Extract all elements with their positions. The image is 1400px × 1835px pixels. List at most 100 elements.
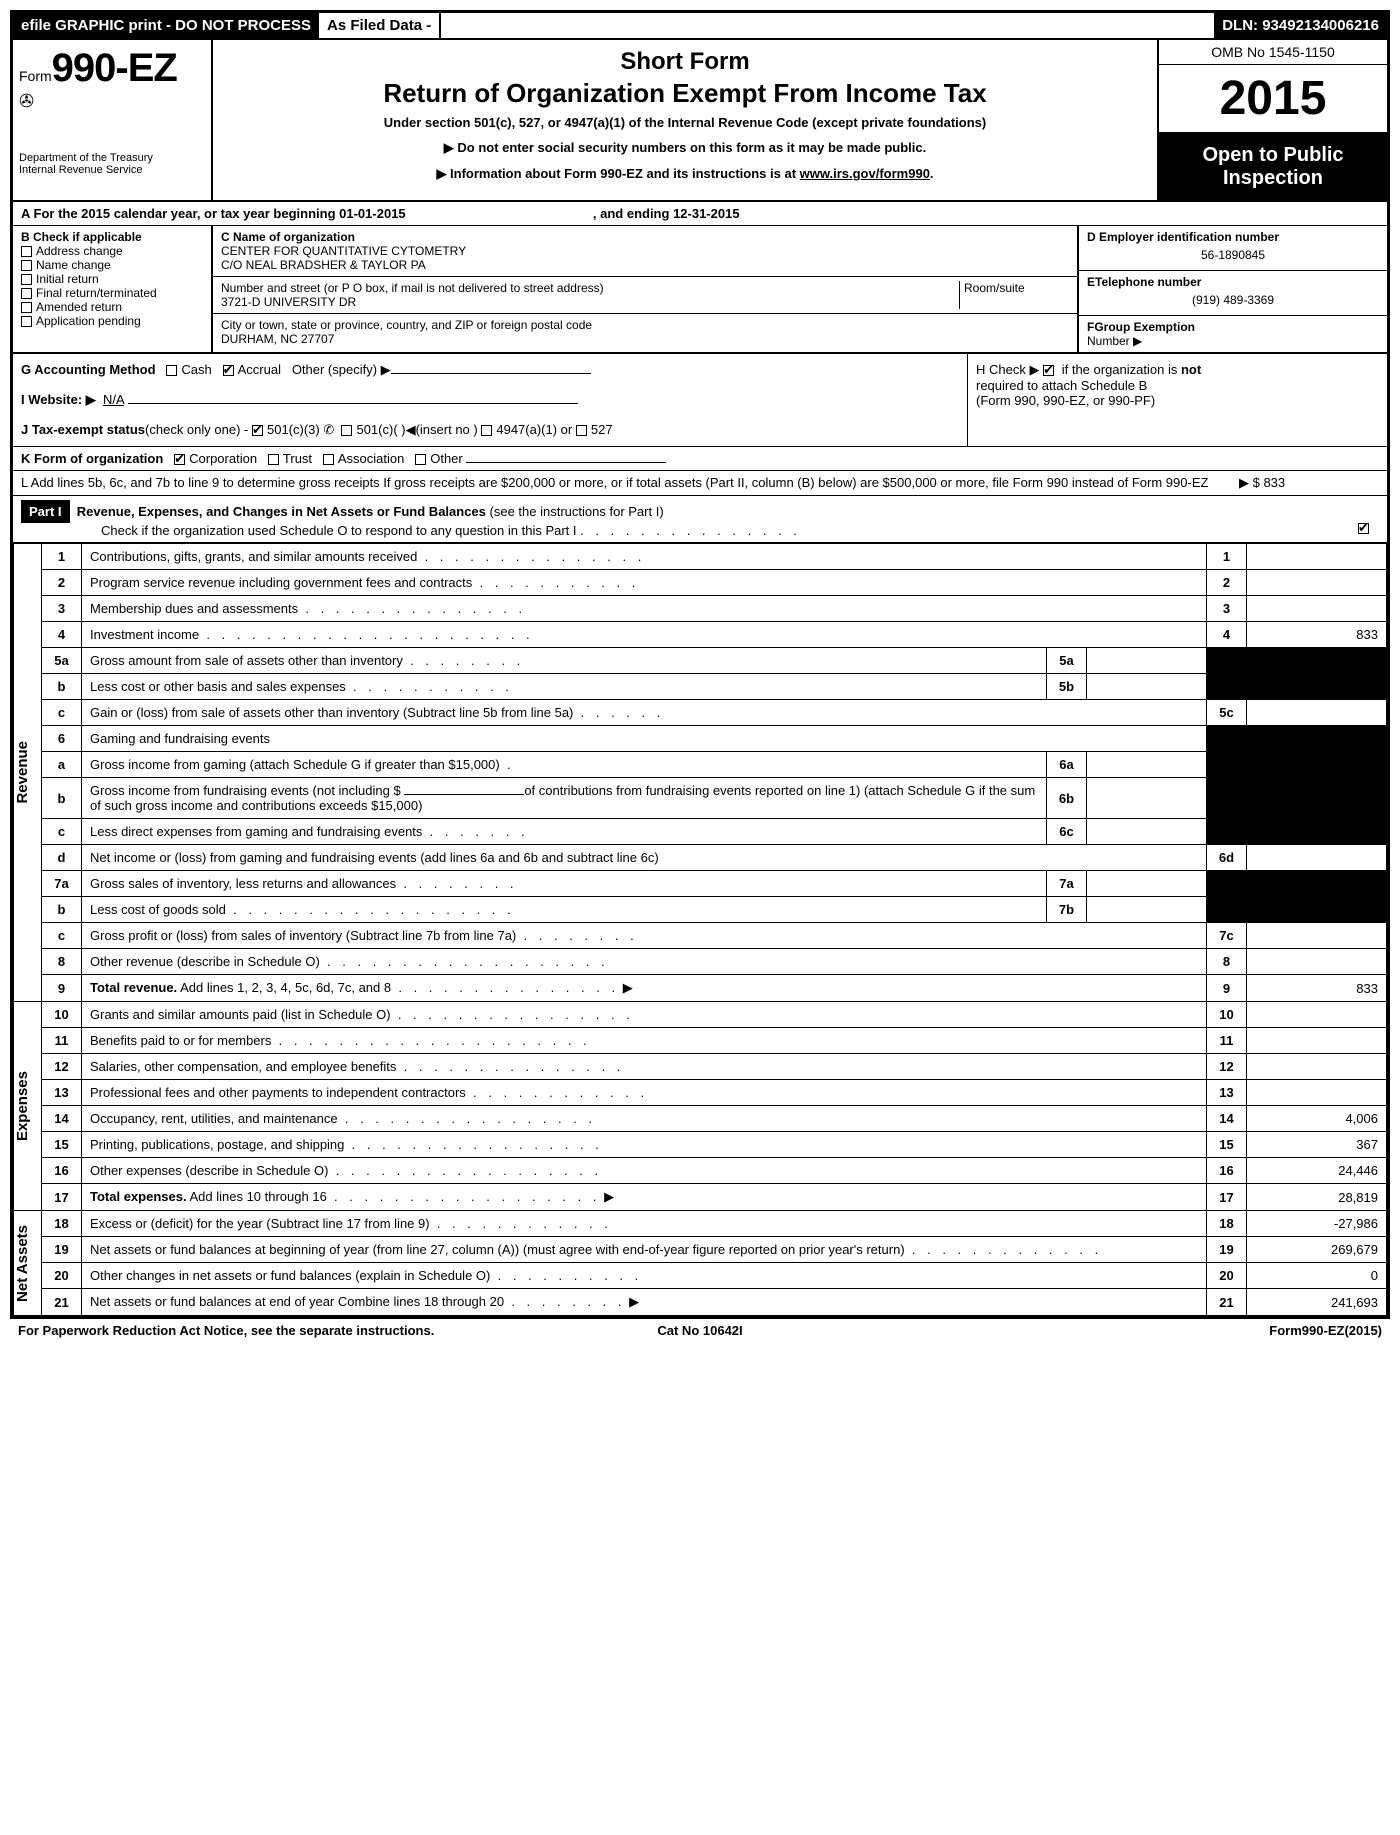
- footer-left: For Paperwork Reduction Act Notice, see …: [18, 1323, 473, 1338]
- line-20: 20 Other changes in net assets or fund b…: [14, 1263, 1387, 1289]
- phone-value: (919) 489-3369: [1087, 289, 1379, 311]
- check-4947[interactable]: [481, 425, 492, 436]
- section-gh: G Accounting Method Cash Accrual Other (…: [13, 354, 1387, 447]
- title-short-form: Short Form: [223, 48, 1147, 76]
- check-other[interactable]: [415, 454, 426, 465]
- section-c: C Name of organization CENTER FOR QUANTI…: [213, 226, 1077, 352]
- line-6d: d Net income or (loss) from gaming and f…: [14, 845, 1387, 871]
- instr-link: ▶ Information about Form 990-EZ and its …: [223, 166, 1147, 182]
- check-corp[interactable]: [174, 454, 185, 465]
- topbar: efile GRAPHIC print - DO NOT PROCESS As …: [13, 13, 1387, 40]
- check-527[interactable]: [576, 425, 587, 436]
- info-grid: B Check if applicable Address change Nam…: [13, 226, 1387, 354]
- check-trust[interactable]: [268, 454, 279, 465]
- total-expenses: 28,819: [1247, 1184, 1387, 1211]
- dept-irs: Internal Revenue Service: [19, 164, 205, 176]
- line-4: 4 Investment income . . . . . . . . . . …: [14, 622, 1387, 648]
- check-amended[interactable]: Amended return: [21, 300, 203, 314]
- form-container: efile GRAPHIC print - DO NOT PROCESS As …: [10, 10, 1390, 1319]
- section-l: L Add lines 5b, 6c, and 7b to line 9 to …: [13, 471, 1387, 496]
- header-left: Form990-EZ ✇ Department of the Treasury …: [13, 40, 213, 200]
- ein-value: 56-1890845: [1087, 244, 1379, 266]
- line-5b: b Less cost or other basis and sales exp…: [14, 674, 1387, 700]
- subtitle: Under section 501(c), 527, or 4947(a)(1)…: [223, 115, 1147, 130]
- form-number: 990-EZ: [52, 46, 177, 90]
- omb-number: OMB No 1545-1150: [1159, 40, 1387, 65]
- tax-year: 2015: [1159, 65, 1387, 134]
- investment-income: 833: [1247, 622, 1387, 648]
- org-name-1: CENTER FOR QUANTITATIVE CYTOMETRY: [221, 244, 1069, 258]
- org-street: 3721-D UNIVERSITY DR: [221, 295, 959, 309]
- irs-link[interactable]: www.irs.gov/form990: [800, 166, 930, 181]
- line-11: 11 Benefits paid to or for members . . .…: [14, 1028, 1387, 1054]
- line-6: 6 Gaming and fundraising events: [14, 726, 1387, 752]
- title-return: Return of Organization Exempt From Incom…: [223, 78, 1147, 109]
- efile-icon: ✇: [19, 91, 205, 112]
- line-3: 3 Membership dues and assessments . . . …: [14, 596, 1387, 622]
- total-revenue: 833: [1247, 975, 1387, 1002]
- check-accrual[interactable]: [223, 365, 234, 376]
- check-cash[interactable]: [166, 365, 177, 376]
- check-501c[interactable]: [341, 425, 352, 436]
- dln-label: DLN: 93492134006216: [1214, 13, 1387, 38]
- section-a: A For the 2015 calendar year, or tax yea…: [13, 202, 1387, 226]
- line-9: 9 Total revenue. Add lines 1, 2, 3, 4, 5…: [14, 975, 1387, 1002]
- header-center: Short Form Return of Organization Exempt…: [213, 40, 1157, 200]
- line-18: Net Assets 18 Excess or (deficit) for th…: [14, 1211, 1387, 1237]
- footer: For Paperwork Reduction Act Notice, see …: [10, 1319, 1390, 1342]
- org-city: DURHAM, NC 27707: [221, 332, 1069, 346]
- line-7b: b Less cost of goods sold . . . . . . . …: [14, 897, 1387, 923]
- line-15: 15 Printing, publications, postage, and …: [14, 1132, 1387, 1158]
- check-final[interactable]: Final return/terminated: [21, 286, 203, 300]
- line-17: 17 Total expenses. Add lines 10 through …: [14, 1184, 1387, 1211]
- check-schedule-b[interactable]: [1043, 365, 1054, 376]
- line-6c: c Less direct expenses from gaming and f…: [14, 819, 1387, 845]
- form-prefix: Form: [19, 68, 52, 84]
- line-5a: 5a Gross amount from sale of assets othe…: [14, 648, 1387, 674]
- efile-label: efile GRAPHIC print - DO NOT PROCESS: [13, 13, 319, 38]
- ending-balance: 241,693: [1247, 1289, 1387, 1316]
- gross-receipts: 833: [1263, 475, 1285, 490]
- check-address[interactable]: Address change: [21, 244, 203, 258]
- header-right: OMB No 1545-1150 2015 Open to Public Ins…: [1157, 40, 1387, 200]
- footer-cat: Cat No 10642I: [473, 1323, 928, 1338]
- website-value: N/A: [103, 392, 124, 407]
- check-assoc[interactable]: [323, 454, 334, 465]
- line-8: 8 Other revenue (describe in Schedule O)…: [14, 949, 1387, 975]
- line-2: 2 Program service revenue including gove…: [14, 570, 1387, 596]
- check-initial[interactable]: Initial return: [21, 272, 203, 286]
- line-12: 12 Salaries, other compensation, and emp…: [14, 1054, 1387, 1080]
- footer-right: Form990-EZ(2015): [927, 1323, 1382, 1338]
- check-pending[interactable]: Application pending: [21, 314, 203, 328]
- line-21: 21 Net assets or fund balances at end of…: [14, 1289, 1387, 1316]
- line-7a: 7a Gross sales of inventory, less return…: [14, 871, 1387, 897]
- line-16: 16 Other expenses (describe in Schedule …: [14, 1158, 1387, 1184]
- section-i: I Website: ▶ N/A: [21, 392, 959, 408]
- org-name-2: C/O NEAL BRADSHER & TAYLOR PA: [221, 258, 1069, 272]
- excess-deficit: -27,986: [1247, 1211, 1387, 1237]
- check-schedule-o[interactable]: [1358, 523, 1369, 534]
- line-6b: b Gross income from fundraising events (…: [14, 778, 1387, 819]
- check-name[interactable]: Name change: [21, 258, 203, 272]
- open-public: Open to Public Inspection: [1159, 134, 1387, 200]
- section-def: D Employer identification number 56-1890…: [1077, 226, 1387, 352]
- section-k: K Form of organization Corporation Trust…: [13, 447, 1387, 471]
- line-7c: c Gross profit or (loss) from sales of i…: [14, 923, 1387, 949]
- part-1-header: Part I Revenue, Expenses, and Changes in…: [13, 496, 1387, 543]
- instr-ssn: ▶ Do not enter social security numbers o…: [223, 140, 1147, 156]
- section-g: G Accounting Method Cash Accrual Other (…: [21, 362, 959, 378]
- section-b: B Check if applicable Address change Nam…: [13, 226, 213, 352]
- line-14: 14 Occupancy, rent, utilities, and maint…: [14, 1106, 1387, 1132]
- line-19: 19 Net assets or fund balances at beginn…: [14, 1237, 1387, 1263]
- occupancy-value: 4,006: [1247, 1106, 1387, 1132]
- beginning-balance: 269,679: [1247, 1237, 1387, 1263]
- dept-treasury: Department of the Treasury: [19, 152, 205, 164]
- other-changes: 0: [1247, 1263, 1387, 1289]
- line-5c: c Gain or (loss) from sale of assets oth…: [14, 700, 1387, 726]
- section-h: H Check ▶ if the organization is not req…: [967, 354, 1387, 446]
- check-501c3[interactable]: [252, 425, 263, 436]
- header: Form990-EZ ✇ Department of the Treasury …: [13, 40, 1387, 202]
- line-6a: a Gross income from gaming (attach Sched…: [14, 752, 1387, 778]
- asfiled-label: As Filed Data -: [319, 13, 441, 38]
- lines-table: Revenue 1 Contributions, gifts, grants, …: [13, 543, 1387, 1316]
